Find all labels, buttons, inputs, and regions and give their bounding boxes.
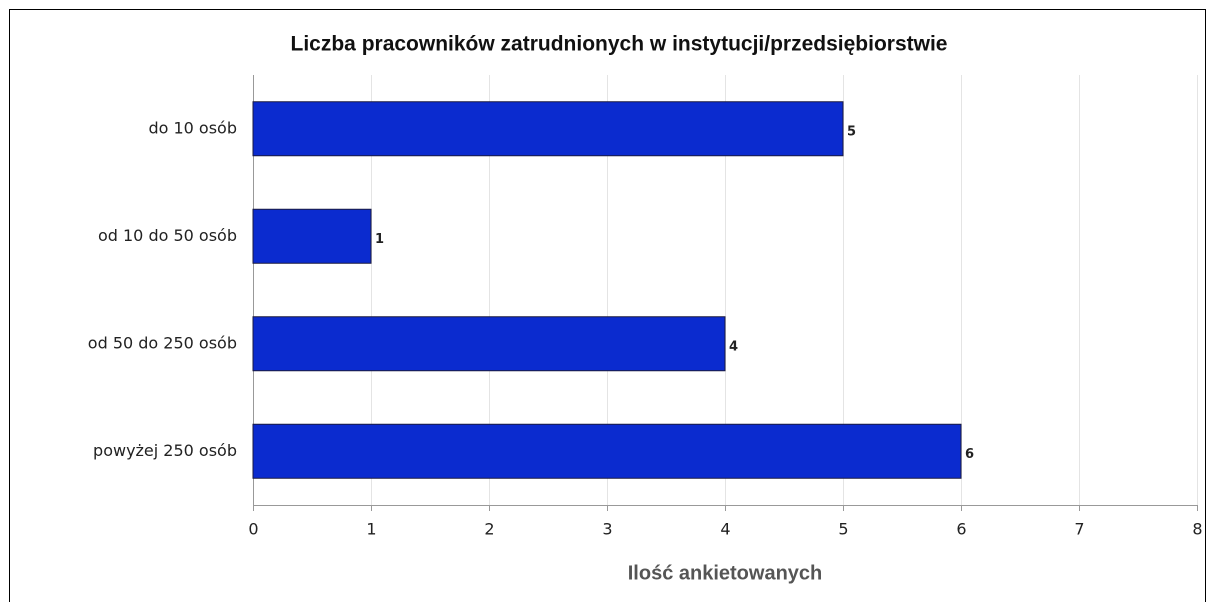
x-tick-label: 5 [838, 520, 848, 539]
x-tick-label: 4 [720, 520, 730, 539]
y-tick-label: do 10 osób [148, 118, 237, 137]
bar [252, 423, 962, 479]
bar [252, 101, 844, 157]
y-tick-label: od 50 do 250 osób [88, 333, 237, 352]
y-tick-label: od 10 do 50 osób [98, 226, 237, 245]
x-tick-label: 1 [366, 520, 376, 539]
data-label: 1 [375, 232, 384, 247]
data-label: 6 [965, 447, 974, 462]
x-tick-label: 7 [1074, 520, 1084, 539]
x-tick-label: 2 [484, 520, 494, 539]
x-tick-label: 8 [1192, 520, 1202, 539]
x-axis-label: Ilość ankietowanych [628, 562, 823, 584]
x-tick-label: 0 [248, 520, 258, 539]
x-tick-label: 3 [602, 520, 612, 539]
frame [9, 9, 1206, 602]
x-tick-label: 6 [956, 520, 966, 539]
data-label: 4 [729, 339, 738, 354]
bar [252, 316, 726, 372]
y-tick-label: powyżej 250 osób [93, 441, 237, 460]
data-label: 5 [847, 124, 856, 139]
bar [252, 208, 372, 264]
chart-title: Liczba pracowników zatrudnionych w insty… [291, 33, 948, 56]
